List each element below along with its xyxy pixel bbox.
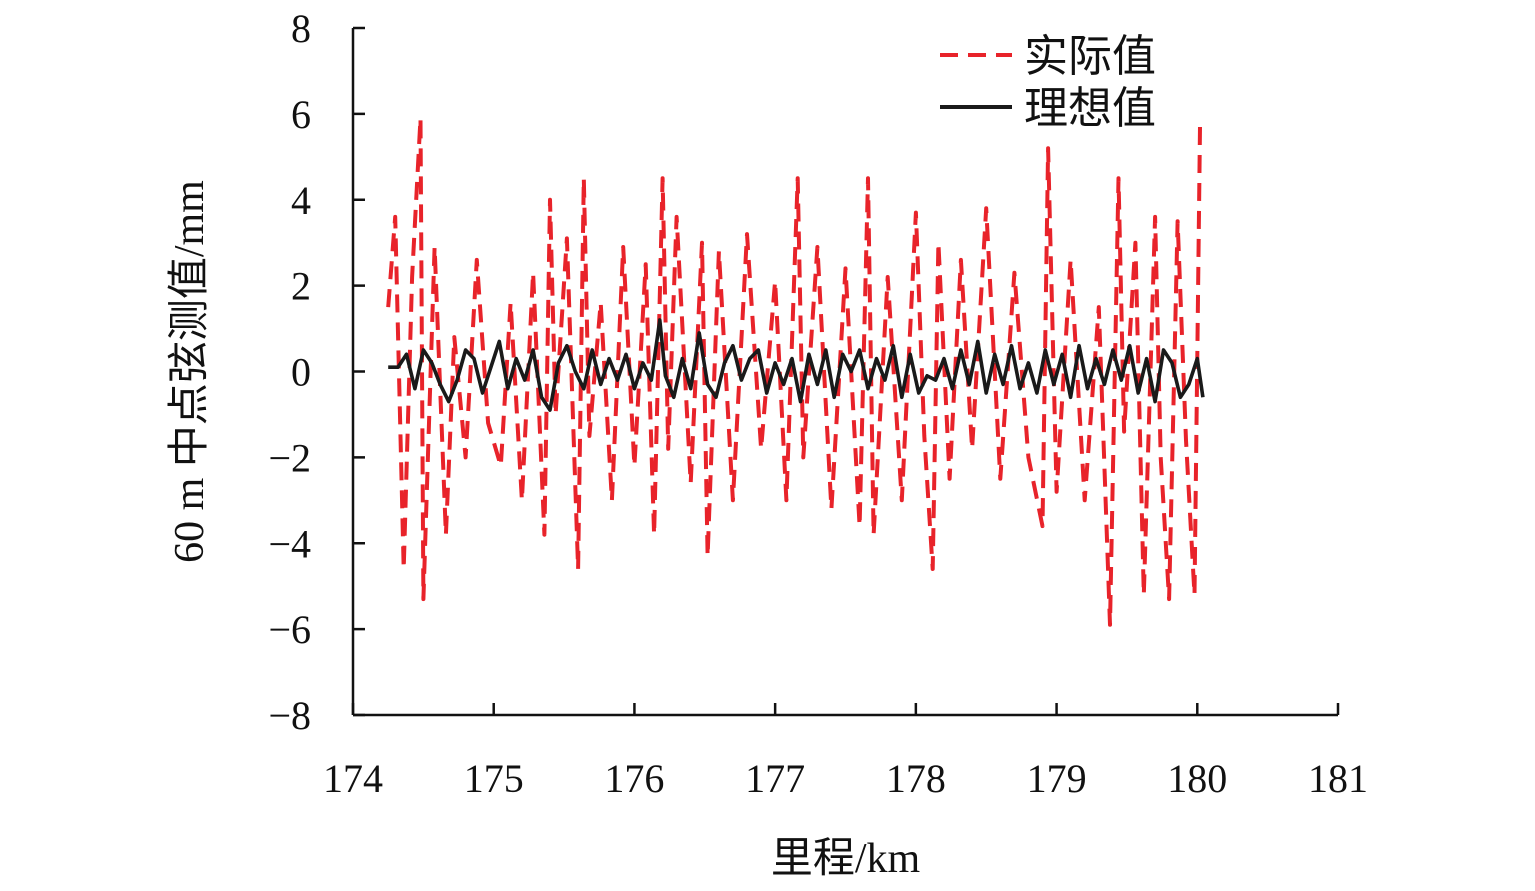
x-tick-label: 176 bbox=[604, 756, 664, 801]
x-tick-label: 177 bbox=[745, 756, 805, 801]
axes-layer bbox=[351, 28, 1338, 717]
y-tick-label: 4 bbox=[291, 178, 311, 223]
x-tick-label: 178 bbox=[886, 756, 946, 801]
legend-label-ideal: 理想值 bbox=[1024, 84, 1156, 133]
x-tick-label: 179 bbox=[1027, 756, 1087, 801]
series-line-ideal bbox=[388, 318, 1205, 412]
y-tick-label: −4 bbox=[268, 521, 311, 566]
y-tick-label: 0 bbox=[291, 350, 311, 395]
x-tick-label: 174 bbox=[323, 756, 383, 801]
legend-label-actual: 实际值 bbox=[1024, 32, 1156, 81]
y-tick-label: −2 bbox=[268, 435, 311, 480]
y-tick-label: 2 bbox=[291, 264, 311, 309]
x-tick-label: 175 bbox=[464, 756, 524, 801]
y-axis-title: 60 m 中点弦测值/mm bbox=[167, 180, 213, 563]
x-axis-title: 里程/km bbox=[771, 836, 921, 882]
x-tick-label: 181 bbox=[1308, 756, 1368, 801]
y-tick-label: −8 bbox=[268, 693, 311, 738]
legend: 实际值 理想值 bbox=[940, 32, 1156, 133]
series-layer bbox=[386, 116, 1205, 627]
ticks-layer: 174 175 176 177 178 179 180 181 8 6 4 2 0 −2 −4 −6 −8 bbox=[268, 6, 1368, 801]
y-tick-label: −6 bbox=[268, 607, 311, 652]
x-tick-label: 180 bbox=[1167, 756, 1227, 801]
y-tick-label: 6 bbox=[291, 92, 311, 137]
y-tick-label: 8 bbox=[291, 6, 311, 51]
